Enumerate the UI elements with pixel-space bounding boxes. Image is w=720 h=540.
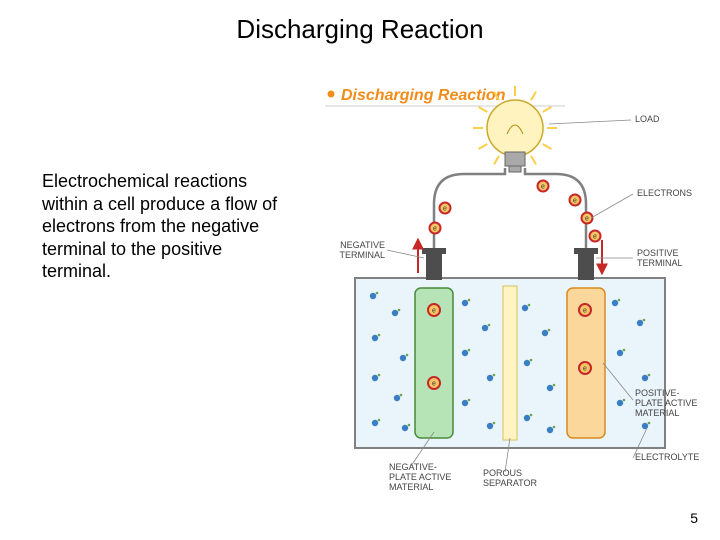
svg-text:NEGATIVE-PLATE ACTIVEMATERIAL: NEGATIVE-PLATE ACTIVEMATERIAL xyxy=(389,462,451,492)
svg-text:e: e xyxy=(585,216,589,223)
page-title: Discharging Reaction xyxy=(0,14,720,45)
body-paragraph: Electrochemical reactions within a cell … xyxy=(42,170,292,283)
svg-text:e: e xyxy=(593,234,597,241)
svg-text:e: e xyxy=(432,381,436,388)
svg-text:e: e xyxy=(583,308,587,315)
svg-text:ELECTRONS: ELECTRONS xyxy=(637,188,692,198)
svg-text:e: e xyxy=(573,198,577,205)
svg-text:e: e xyxy=(443,206,447,213)
svg-text:e: e xyxy=(432,308,436,315)
svg-text:POROUSSEPARATOR: POROUSSEPARATOR xyxy=(483,468,538,488)
svg-text:ELECTROLYTE: ELECTROLYTE xyxy=(635,452,699,462)
svg-text:POSITIVE-PLATE ACTIVEMATERIAL: POSITIVE-PLATE ACTIVEMATERIAL xyxy=(635,388,697,418)
svg-text:NEGATIVETERMINAL: NEGATIVETERMINAL xyxy=(339,240,385,260)
svg-text:e: e xyxy=(583,366,587,373)
svg-text:LOAD: LOAD xyxy=(635,114,660,124)
page-number: 5 xyxy=(690,510,698,526)
svg-text:Discharging Reaction: Discharging Reaction xyxy=(341,87,506,104)
svg-text:e: e xyxy=(541,184,545,191)
svg-text:e: e xyxy=(433,226,437,233)
discharging-diagram: Discharging Reaction e e e e e e e e e e LOAD ELECTR… xyxy=(315,78,700,498)
svg-text:POSITIVETERMINAL: POSITIVETERMINAL xyxy=(637,248,683,268)
